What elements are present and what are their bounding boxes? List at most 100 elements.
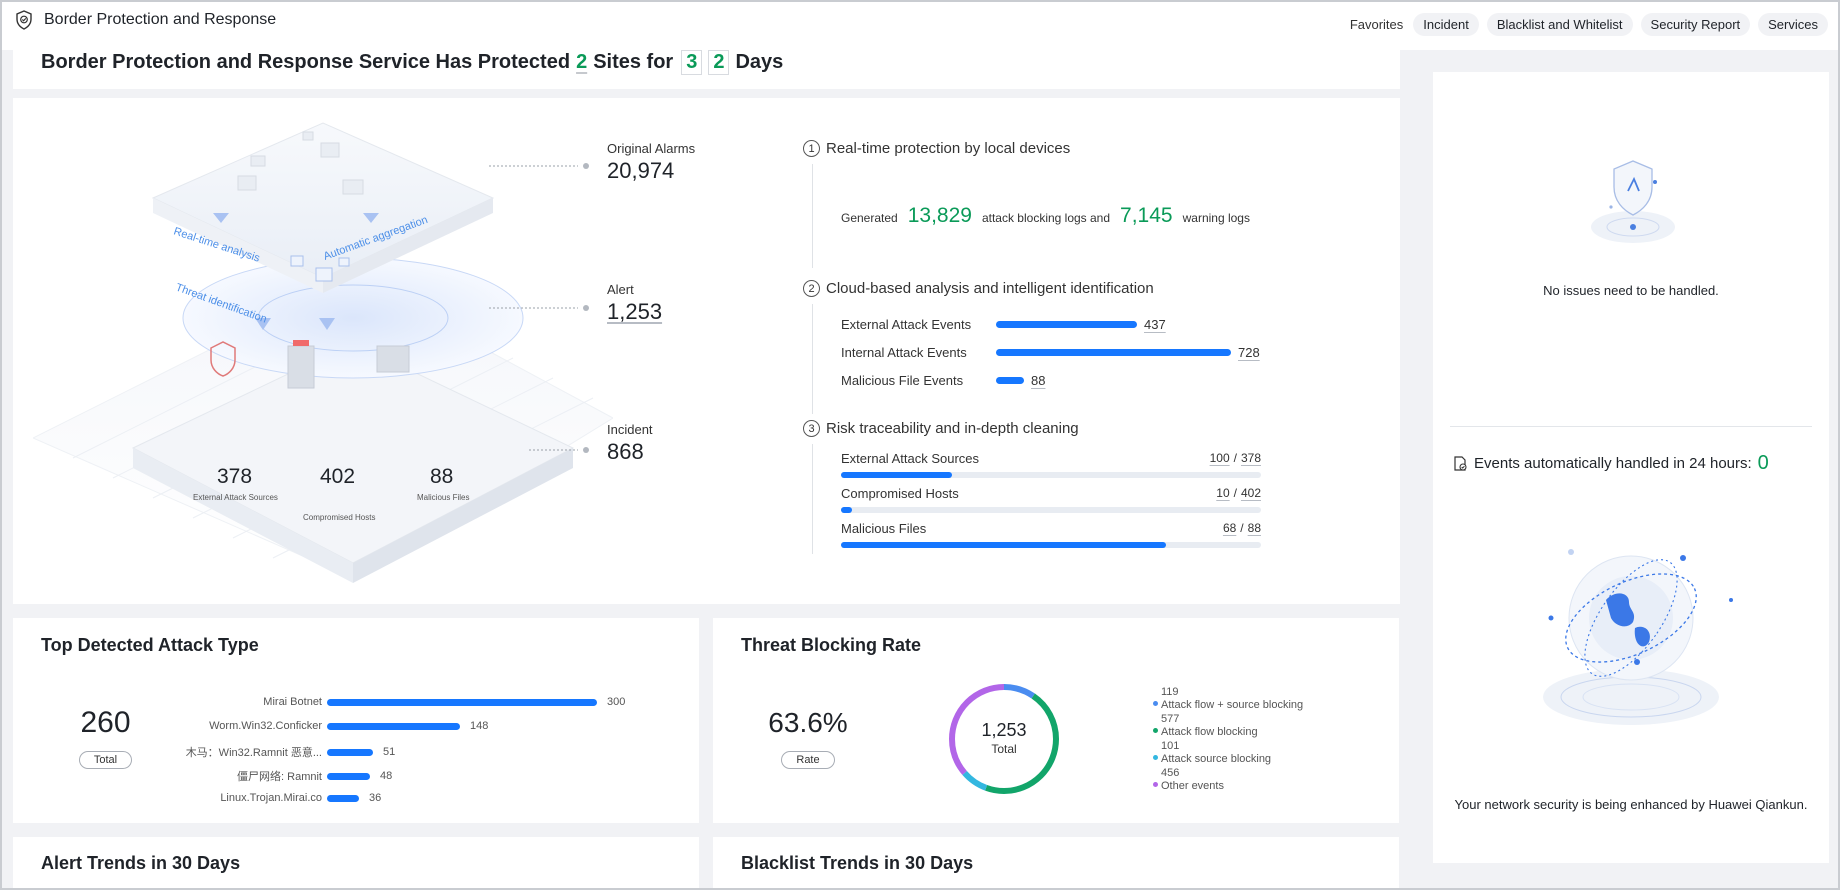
legend-item[interactable]: 101 Attack source blocking	[1153, 740, 1271, 766]
attack-type-value: 148	[470, 720, 489, 732]
overview-card: Real-time analysis Automatic aggregation…	[13, 98, 1400, 604]
nav-incident[interactable]: Incident	[1413, 13, 1479, 36]
cloud-event-value[interactable]: 437	[1144, 317, 1166, 332]
hosts-label: Compromised Hosts	[303, 513, 376, 522]
nav-security-report[interactable]: Security Report	[1640, 13, 1751, 36]
sites-count: 2	[576, 51, 588, 73]
step3-title: 3 Risk traceability and in-depth cleanin…	[803, 420, 1079, 437]
incident-label: Incident	[607, 422, 653, 437]
attack-type-title: Top Detected Attack Type	[41, 635, 259, 655]
banner-days-label: Days	[735, 51, 784, 73]
rate-pill: Rate	[781, 751, 835, 769]
step3-number: 3	[803, 420, 820, 437]
globe-illustration-icon	[1543, 549, 1733, 725]
trace-row-fraction: 10/402	[1216, 486, 1261, 500]
legend-item[interactable]: 577 Attack flow blocking	[1153, 713, 1258, 739]
cloud-event-value[interactable]: 88	[1031, 373, 1046, 388]
step1-title-text: Real-time protection by local devices	[826, 140, 1071, 157]
sources-count: 378	[217, 465, 253, 488]
legend-label: Other events	[1161, 780, 1224, 792]
original-alarms-label: Original Alarms	[607, 141, 696, 156]
attack-type-bar	[327, 748, 373, 756]
cloud-event-row: Internal Attack Events 728	[841, 345, 1260, 360]
blocking-logs-count: 13,829	[907, 204, 972, 227]
app-title-text: Border Protection and Response	[44, 11, 277, 28]
legend-item[interactable]: 119 Attack flow + source blocking	[1153, 686, 1304, 712]
top-bar: Border Protection and Response Favorites…	[0, 0, 1840, 50]
trace-progress-track	[841, 507, 1261, 513]
hosts-count: 402	[320, 465, 356, 488]
trace-total-count[interactable]: 402	[1240, 486, 1261, 500]
trace-done-count[interactable]: 100	[1209, 451, 1230, 465]
attack-type-bar	[327, 772, 370, 780]
alert-value[interactable]: 1,253	[607, 299, 663, 324]
donut-segment[interactable]	[949, 684, 1059, 794]
trace-done-count[interactable]: 10	[1216, 486, 1230, 500]
attack-type-value: 300	[607, 696, 626, 708]
warning-logs-count: 7,145	[1120, 204, 1173, 227]
trace-separator: /	[1240, 521, 1244, 535]
donut-total-value: 1,253	[981, 720, 1027, 740]
legend-count: 119	[1161, 686, 1179, 698]
trace-total-count[interactable]: 378	[1240, 451, 1261, 465]
blocking-donut-chart	[949, 684, 1059, 794]
files-label: Malicious Files	[417, 493, 470, 502]
legend-item[interactable]: 456 Other events	[1153, 767, 1224, 793]
sources-label: External Attack Sources	[193, 493, 278, 502]
legend-label: Attack flow + source blocking	[1161, 699, 1304, 711]
blocking-rate-card: Threat Blocking Rate 63.6% Rate 1,253 To…	[713, 618, 1399, 823]
cloud-event-label: External Attack Events	[841, 317, 972, 332]
cloud-event-bar	[996, 321, 1137, 328]
banner-prefix: Border Protection and Response Service H…	[41, 51, 571, 73]
legend-count: 577	[1161, 713, 1180, 725]
generated-text: Generated	[841, 211, 898, 225]
trace-separator: /	[1233, 486, 1237, 500]
step1-summary: Generated 13,829 attack blocking logs an…	[841, 204, 1250, 228]
legend-dot	[1153, 755, 1158, 760]
attack-total-pill-wrap: Total	[13, 750, 198, 769]
cloud-event-bar	[996, 349, 1231, 356]
panel-divider	[1450, 426, 1812, 427]
attack-type-row: Mirai Botnet 300	[163, 696, 625, 708]
trace-progress-fill	[841, 542, 1166, 548]
legend-dot	[1153, 782, 1158, 787]
banner-sites-label: Sites for	[593, 51, 674, 73]
rate-pill-wrap: Rate	[713, 750, 903, 769]
attack-type-row: 木马：Win32.Ramnit 恶意... 51	[163, 744, 396, 760]
cloud-event-label: Internal Attack Events	[841, 345, 967, 360]
trace-total-count[interactable]: 88	[1247, 521, 1261, 535]
donut-segment[interactable]	[949, 684, 1059, 794]
nav-blacklist-whitelist[interactable]: Blacklist and Whitelist	[1486, 13, 1633, 36]
no-issues-text: No issues need to be handled.	[1543, 283, 1719, 298]
attack-total-pill: Total	[78, 751, 133, 769]
trace-row-label: Compromised Hosts	[841, 486, 959, 501]
nav-services[interactable]: Services	[1758, 13, 1828, 36]
trace-done-count[interactable]: 68	[1222, 521, 1237, 535]
cloud-event-value[interactable]: 728	[1238, 345, 1260, 360]
cloud-event-row: External Attack Events 437	[841, 317, 1166, 332]
blacklist-trends-card: Blacklist Trends in 30 Days	[713, 837, 1399, 890]
attack-type-label: Mirai Botnet	[263, 696, 322, 708]
isometric-illustration: Real-time analysis Automatic aggregation…	[33, 122, 613, 583]
attack-type-bar	[327, 794, 359, 802]
step3-divider	[812, 444, 813, 554]
attack-type-bar	[327, 698, 597, 706]
app-title[interactable]: Border Protection and Response	[14, 10, 276, 30]
days-digit-1: 3	[681, 50, 703, 75]
cloud-event-row: Malicious File Events 88	[841, 373, 1045, 388]
alert-trends-card: Alert Trends in 30 Days	[13, 837, 699, 890]
trace-row-fraction: 68/88	[1223, 521, 1261, 535]
blocking-logs-text: attack blocking logs and	[981, 211, 1111, 225]
alert-trends-title: Alert Trends in 30 Days	[41, 853, 241, 873]
step1-number: 1	[803, 140, 820, 157]
top-nav: Favorites Incident Blacklist and Whiteli…	[1350, 13, 1828, 36]
step2-divider	[812, 304, 813, 414]
attack-type-label: 僵尸网络: Ramnit	[237, 771, 322, 783]
blocking-rate-value: 63.6%	[768, 707, 848, 738]
cloud-event-bar	[996, 377, 1024, 384]
attack-type-label: Linux.Trojan.Mirai.co	[220, 792, 322, 804]
incident-value: 868	[607, 439, 644, 464]
blacklist-trends-title: Blacklist Trends in 30 Days	[741, 853, 974, 873]
protection-banner: Border Protection and Response Service H…	[13, 48, 1400, 89]
legend-label: Attack flow blocking	[1161, 726, 1258, 738]
